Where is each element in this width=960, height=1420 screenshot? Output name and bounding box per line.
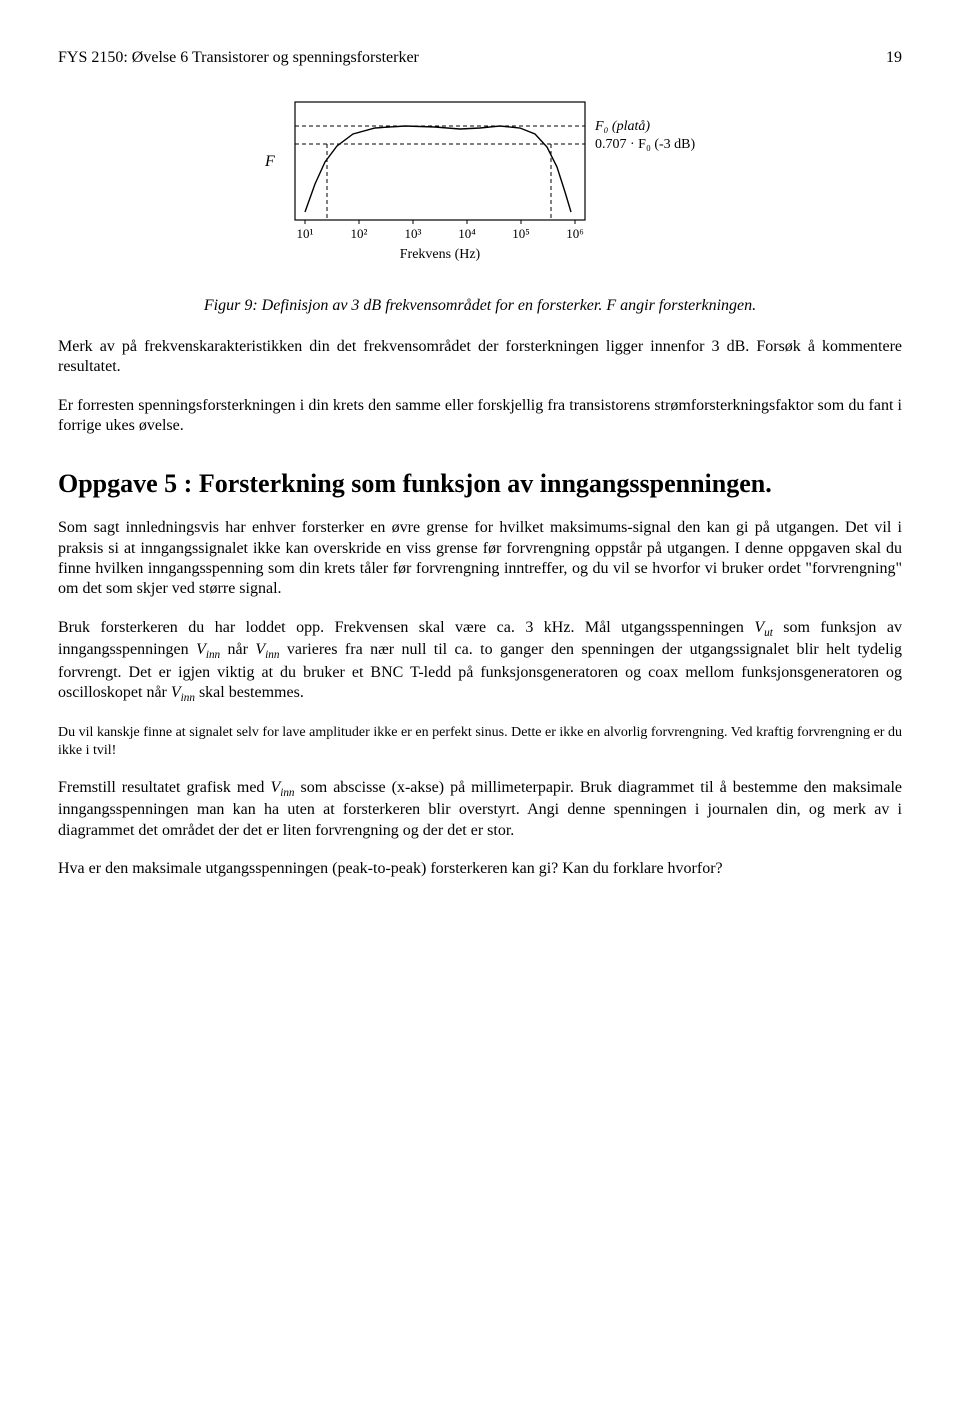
symbol-vinn-3: Vinn — [171, 684, 195, 701]
svg-text:10⁶: 10⁶ — [566, 226, 584, 241]
p4-text-a: Bruk forsterkeren du har loddet opp. Fre… — [58, 619, 754, 636]
frequency-response-chart: F F₀ (platå) 0.707 · F₀ (-3 dB) 10¹ 10² 10³ 10… — [245, 92, 715, 282]
svg-text:F₀ (platå): F₀ (platå) — [594, 119, 650, 134]
section-5-title: Oppgave 5 : Forsterkning som funksjon av… — [58, 467, 902, 500]
paragraph-5-small: Du vil kanskje finne at signalet selv fo… — [58, 724, 902, 760]
figure-9: F F₀ (platå) 0.707 · F₀ (-3 dB) 10¹ 10² 10³ 10… — [58, 92, 902, 282]
p4-text-e: skal bestemmes. — [195, 684, 304, 701]
symbol-vinn-4: Vinn — [270, 779, 294, 796]
header-page-number: 19 — [886, 48, 902, 68]
paragraph-3: Som sagt innledningsvis har enhver forst… — [58, 518, 902, 600]
symbol-vut: Vut — [754, 619, 772, 636]
p6-text-a: Fremstill resultatet grafisk med — [58, 779, 270, 796]
figure-caption: Figur 9: Definisjon av 3 dB frekvensområ… — [58, 296, 902, 316]
paragraph-4: Bruk forsterkeren du har loddet opp. Fre… — [58, 618, 902, 706]
svg-text:10⁴: 10⁴ — [458, 226, 476, 241]
paragraph-2: Er forresten spenningsforsterkningen i d… — [58, 396, 902, 437]
page-header: FYS 2150: Øvelse 6 Transistorer og spenn… — [58, 48, 902, 68]
svg-text:10³: 10³ — [405, 226, 422, 241]
svg-text:Frekvens (Hz): Frekvens (Hz) — [400, 247, 481, 262]
paragraph-1: Merk av på frekvenskarakteristikken din … — [58, 337, 902, 378]
svg-text:10²: 10² — [351, 226, 368, 241]
paragraph-7: Hva er den maksimale utgangsspenningen (… — [58, 859, 902, 879]
header-title: FYS 2150: Øvelse 6 Transistorer og spenn… — [58, 48, 419, 68]
p4-text-c: når — [220, 641, 255, 658]
paragraph-6: Fremstill resultatet grafisk med Vinn so… — [58, 778, 902, 841]
symbol-vinn-2: Vinn — [255, 641, 279, 658]
svg-text:10¹: 10¹ — [297, 226, 314, 241]
svg-text:10⁵: 10⁵ — [512, 226, 530, 241]
svg-text:0.707 · F₀ (-3 dB): 0.707 · F₀ (-3 dB) — [595, 137, 695, 152]
symbol-vinn-1: Vinn — [196, 641, 220, 658]
svg-text:F: F — [264, 153, 275, 170]
